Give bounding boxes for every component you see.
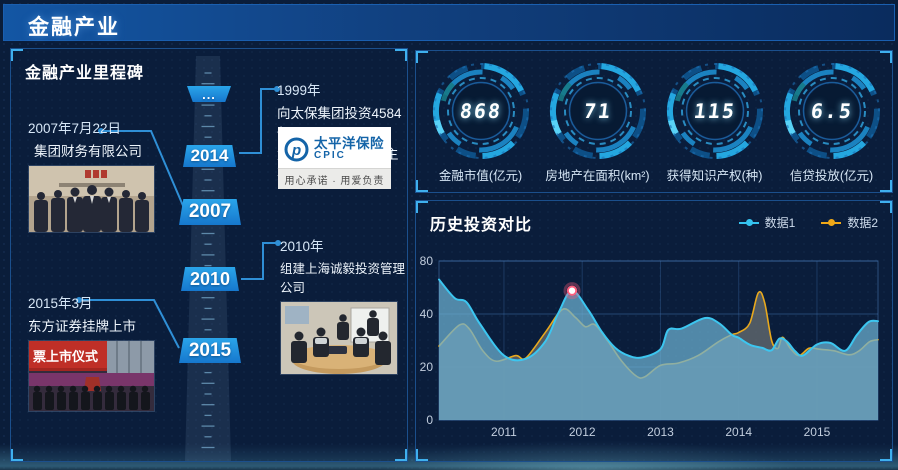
cpic-slogan: 用心承诺 · 用爱负责 (278, 168, 391, 189)
gauge-credit: 6.5 信贷投放(亿元) (773, 61, 890, 184)
gauge-real-estate-area: 71 房地产在面积(km²) (539, 61, 656, 184)
gauges-panel: 868 金融市值(亿元) 71 房地产在面积(km²) 115 获得知识产权(种… (415, 50, 893, 193)
svg-text:2015: 2015 (804, 425, 831, 439)
series1-line-dot-icon (738, 219, 759, 226)
svg-text:2014: 2014 (725, 425, 752, 439)
gauge-value: 6.5 (808, 99, 855, 123)
legend-item-series2[interactable]: 数据2 (821, 214, 878, 231)
timeline-pillar-ticks (201, 72, 215, 449)
cpic-logo-icon: p (284, 137, 309, 161)
gauges-row: 868 金融市值(亿元) 71 房地产在面积(km²) 115 获得知识产权(种… (422, 61, 890, 184)
ceremony-banner-text: 票上市仪式 (33, 349, 98, 364)
header-bar: 金融产业 (3, 4, 895, 41)
series2-line-dot-icon (821, 219, 842, 226)
event-2010: 2010年 组建上海诚毅投资管理公司 (280, 235, 407, 375)
photo-office-group (28, 165, 155, 233)
highlight-point[interactable] (566, 285, 578, 296)
gauge-rings (549, 62, 646, 159)
legend-label: 数据2 (847, 216, 878, 230)
event-2015-date: 2015年3月 (28, 296, 93, 311)
svg-text:80: 80 (420, 254, 434, 268)
page-title: 金融产业 (28, 16, 120, 39)
timeline-badge-2015[interactable]: 2015 (179, 338, 241, 363)
gauge-rings (666, 62, 763, 159)
gauge-label: 信贷投放(亿元) (789, 169, 874, 183)
cpic-abbr: CPIC (314, 149, 346, 161)
gauge-label: 获得知识产权(种) (666, 169, 763, 183)
gauge-market-value: 868 金融市值(亿元) (422, 61, 539, 184)
timeline-badge-2010[interactable]: 2010 (181, 267, 239, 291)
event-2015: 2015年3月 东方证券挂牌上市 票上市仪式 (28, 292, 155, 412)
timeline-badge-dots[interactable]: ... (187, 86, 231, 102)
cpic-logo-card: p 太平洋保险 CPIC 用心承诺 · 用爱负责 (278, 127, 391, 189)
gauge-rings (432, 62, 529, 159)
history-chart-title: 历史投资对比 (430, 217, 533, 234)
timeline-panel: 金融产业里程碑 ... 2014 2007 2010 2015 2007年7月2… (10, 48, 408, 462)
event-2007: 2007年7月22日 集团财务有限公司 (28, 117, 155, 233)
timeline-badge-2007[interactable]: 2007 (179, 199, 241, 225)
cpic-name: 太平洋保险 (314, 135, 384, 151)
photo-listing-ceremony: 票上市仪式 (28, 340, 155, 412)
event-2010-date: 2010年 (280, 239, 324, 254)
gauge-value: 115 (691, 99, 738, 123)
photo-meeting-room (280, 301, 398, 375)
event-2010-desc: 组建上海诚毅投资管理公司 (280, 262, 406, 295)
svg-text:p: p (291, 142, 301, 159)
gauge-value: 71 (581, 99, 614, 123)
gauge-label: 房地产在面积(km²) (545, 169, 650, 183)
svg-text:2012: 2012 (569, 425, 596, 439)
gauge-rings (783, 62, 880, 159)
event-2015-desc: 东方证券挂牌上市 (28, 319, 136, 334)
gauge-label: 金融市值(亿元) (438, 169, 523, 183)
svg-text:2013: 2013 (647, 425, 674, 439)
gauge-ip-count: 115 获得知识产权(种) (656, 61, 773, 184)
svg-text:2011: 2011 (491, 425, 517, 439)
event-2007-date: 2007年7月22日 (28, 121, 122, 136)
timeline-panel-title: 金融产业里程碑 (25, 65, 145, 82)
history-chart-panel: 历史投资对比 数据1 数据2 0 20 40 80 2011 2012 2013 2014 20… (415, 200, 893, 462)
svg-text:0: 0 (426, 413, 433, 427)
legend-label: 数据1 (764, 216, 796, 230)
chart-legend: 数据1 数据2 (738, 214, 878, 231)
timeline-badge-2014[interactable]: 2014 (183, 145, 236, 167)
svg-text:40: 40 (420, 307, 434, 321)
event-1999-date: 1999年 (277, 83, 321, 98)
gauge-value: 868 (457, 99, 504, 123)
timeline-pillar (185, 56, 231, 461)
legend-item-series1[interactable]: 数据1 (738, 214, 796, 231)
event-2007-desc: 集团财务有限公司 (34, 144, 142, 159)
history-chart-svg[interactable]: 0 20 40 80 2011 2012 2013 2014 2015 (416, 237, 892, 461)
svg-text:20: 20 (420, 360, 434, 374)
